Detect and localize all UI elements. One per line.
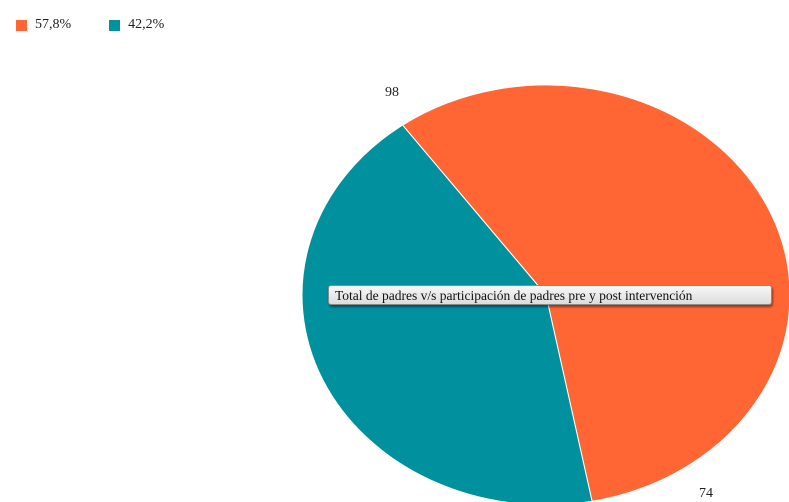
legend-item-slice-2[interactable]: 42,2% [109,17,164,33]
data-label-slice-1: 98 [385,85,399,100]
legend-swatch-1 [16,19,27,31]
data-label-slice-2: 74 [699,486,713,501]
legend-item-slice-1[interactable]: 57,8% [16,17,71,33]
legend-label-2: 42,2% [128,17,165,32]
legend-swatch-2 [109,19,121,31]
chart-title-tooltip: Total de padres v/s participación de pad… [328,285,772,305]
pie-slice-2[interactable] [301,124,593,502]
chart-legend: 57,8% 42,2% [16,17,202,33]
legend-label-1: 57,8% [35,17,72,32]
